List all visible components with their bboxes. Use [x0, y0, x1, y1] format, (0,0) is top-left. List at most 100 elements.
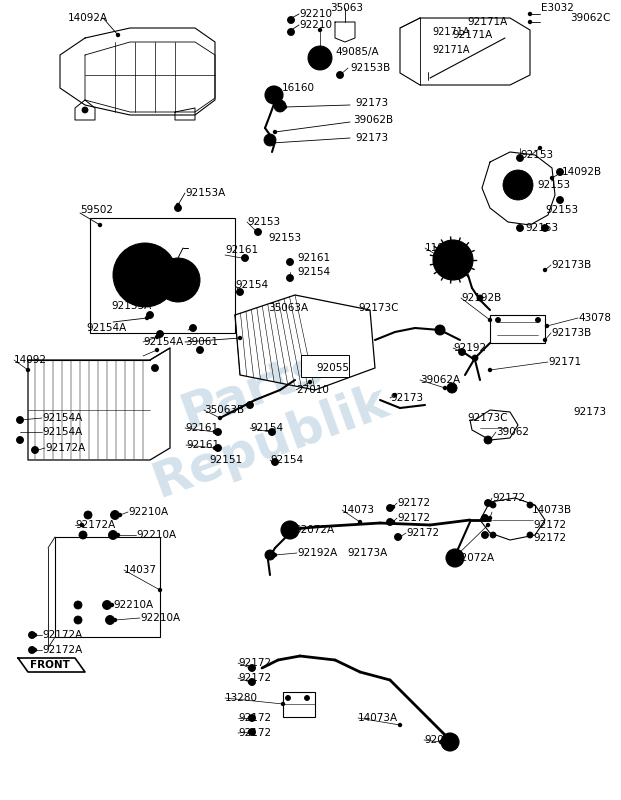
Circle shape — [397, 536, 399, 538]
Circle shape — [443, 250, 463, 270]
Circle shape — [265, 86, 283, 104]
Circle shape — [176, 278, 180, 282]
Circle shape — [484, 534, 486, 536]
Text: 49085/A: 49085/A — [335, 47, 379, 57]
Bar — [490, 315, 545, 343]
Circle shape — [113, 513, 117, 518]
Circle shape — [477, 295, 483, 301]
Circle shape — [248, 730, 252, 734]
Text: 11065: 11065 — [425, 243, 458, 253]
Circle shape — [286, 274, 294, 282]
Circle shape — [239, 291, 241, 293]
Text: 92173C: 92173C — [467, 413, 507, 423]
Circle shape — [358, 521, 361, 523]
Circle shape — [76, 603, 80, 607]
Text: 92210A: 92210A — [113, 600, 153, 610]
Text: 92210A: 92210A — [140, 613, 180, 623]
Circle shape — [450, 386, 454, 390]
Text: 92154: 92154 — [270, 455, 303, 465]
Text: 39062B: 39062B — [353, 115, 393, 125]
Circle shape — [248, 678, 255, 686]
Circle shape — [271, 93, 276, 98]
Circle shape — [214, 445, 222, 451]
Text: 14073: 14073 — [342, 505, 375, 515]
Circle shape — [481, 514, 489, 522]
Circle shape — [538, 146, 542, 150]
Circle shape — [74, 601, 82, 609]
Circle shape — [288, 29, 294, 35]
Circle shape — [145, 317, 148, 319]
Text: 92172A: 92172A — [42, 630, 82, 640]
Text: 92173B: 92173B — [551, 328, 591, 338]
Text: 39062: 39062 — [496, 427, 529, 437]
Circle shape — [248, 717, 252, 719]
Circle shape — [34, 449, 36, 451]
Circle shape — [519, 227, 521, 229]
Text: 92072A: 92072A — [294, 525, 334, 535]
Circle shape — [441, 733, 459, 751]
Circle shape — [484, 517, 486, 519]
Circle shape — [337, 71, 343, 78]
Circle shape — [149, 314, 151, 316]
Circle shape — [159, 333, 161, 335]
Circle shape — [389, 507, 391, 509]
Circle shape — [192, 327, 194, 329]
Text: 92173A: 92173A — [347, 548, 388, 558]
Circle shape — [474, 357, 476, 359]
Text: 35063A: 35063A — [268, 303, 308, 313]
Text: 92072: 92072 — [424, 735, 457, 745]
Text: 92172: 92172 — [397, 513, 430, 523]
Text: 92192A: 92192A — [297, 548, 337, 558]
Circle shape — [119, 514, 122, 517]
Circle shape — [394, 534, 402, 541]
Text: 92153: 92153 — [520, 150, 553, 160]
Text: 92161: 92161 — [225, 245, 258, 255]
Circle shape — [458, 349, 466, 355]
Circle shape — [556, 169, 563, 175]
Text: 92172: 92172 — [406, 528, 439, 538]
Circle shape — [217, 431, 219, 433]
Circle shape — [490, 502, 496, 508]
Circle shape — [242, 254, 248, 262]
Circle shape — [142, 272, 148, 278]
Circle shape — [543, 338, 546, 342]
Circle shape — [492, 534, 494, 536]
Text: 92172A: 92172A — [42, 645, 82, 655]
Circle shape — [289, 277, 291, 279]
Bar — [90, 218, 235, 333]
Circle shape — [289, 261, 291, 263]
Text: 16160: 16160 — [282, 83, 315, 93]
Text: 92173: 92173 — [390, 393, 423, 403]
Circle shape — [543, 269, 546, 271]
Text: 27010: 27010 — [296, 385, 329, 395]
Circle shape — [517, 225, 524, 231]
Circle shape — [17, 437, 24, 443]
Circle shape — [448, 739, 453, 745]
Text: 39062A: 39062A — [420, 375, 460, 385]
Circle shape — [27, 369, 30, 371]
Circle shape — [537, 319, 539, 321]
Circle shape — [386, 505, 394, 511]
Text: 14037: 14037 — [124, 565, 157, 575]
Text: 92154A: 92154A — [86, 323, 126, 333]
Circle shape — [281, 702, 284, 706]
Circle shape — [527, 532, 533, 538]
Circle shape — [286, 258, 294, 266]
Text: 92172: 92172 — [238, 673, 271, 683]
Circle shape — [105, 602, 109, 607]
Circle shape — [248, 714, 255, 722]
Text: 92171A: 92171A — [432, 45, 469, 55]
Text: 92154: 92154 — [235, 280, 268, 290]
Text: 92153B: 92153B — [350, 63, 390, 73]
Circle shape — [111, 603, 114, 606]
Text: 92154: 92154 — [250, 423, 283, 433]
Circle shape — [255, 229, 261, 235]
Circle shape — [251, 667, 253, 669]
Circle shape — [503, 170, 533, 200]
Circle shape — [472, 355, 478, 361]
Circle shape — [487, 439, 489, 441]
Circle shape — [156, 330, 163, 338]
Circle shape — [314, 52, 326, 64]
Circle shape — [156, 258, 200, 302]
Circle shape — [19, 418, 22, 422]
